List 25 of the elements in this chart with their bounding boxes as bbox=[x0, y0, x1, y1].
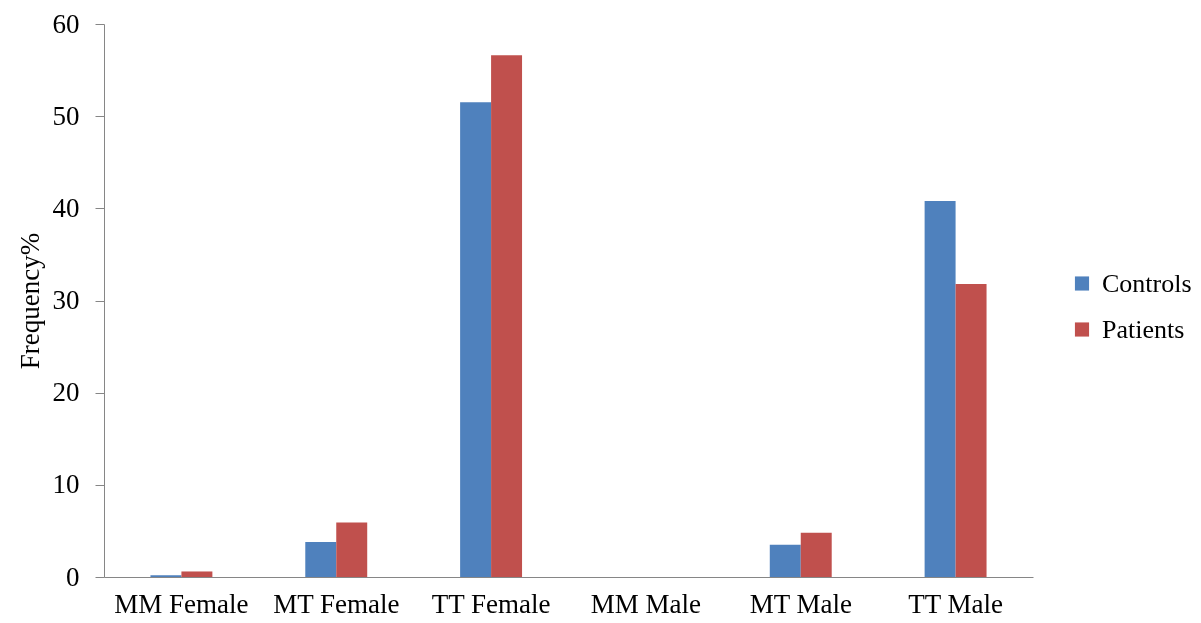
bar bbox=[924, 200, 956, 577]
y-tick-label: 50 bbox=[52, 100, 80, 131]
y-tick-label: 40 bbox=[52, 192, 80, 223]
bar bbox=[336, 522, 368, 577]
legend-label: Controls bbox=[1102, 268, 1192, 298]
legend-label: Patients bbox=[1102, 314, 1185, 344]
x-tick-label: MM Female bbox=[114, 588, 249, 619]
y-tick-label: 60 bbox=[52, 8, 80, 39]
x-tick-label: TT Male bbox=[908, 588, 1003, 619]
bar bbox=[305, 541, 337, 577]
x-tick-label: MT Male bbox=[749, 588, 852, 619]
bar bbox=[800, 532, 832, 577]
x-tick-label: MM Male bbox=[590, 588, 702, 619]
x-tick-label: TT Female bbox=[431, 588, 551, 619]
y-tick-label: 10 bbox=[52, 469, 80, 500]
x-tick-label: MT Female bbox=[273, 588, 400, 619]
bar bbox=[769, 544, 801, 577]
y-tick-label: 20 bbox=[52, 377, 80, 408]
y-tick-label: 0 bbox=[66, 561, 80, 592]
y-tick-label: 30 bbox=[52, 285, 80, 315]
y-axis-title: Frequency% bbox=[14, 232, 45, 370]
bar bbox=[181, 571, 213, 577]
bar bbox=[460, 102, 492, 577]
bar bbox=[491, 55, 523, 577]
bar bbox=[955, 283, 987, 577]
